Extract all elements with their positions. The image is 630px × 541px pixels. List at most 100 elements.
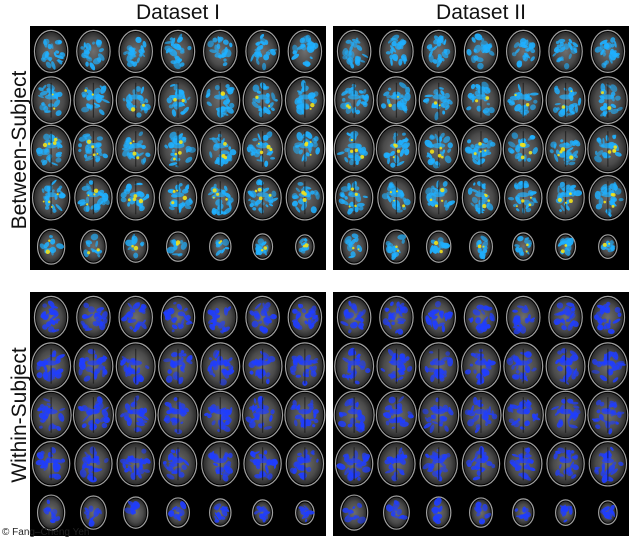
brain-slice [333, 390, 375, 440]
brain-slice [157, 390, 199, 440]
brain-slice [588, 441, 628, 487]
column-title-dataset-1: Dataset I [135, 1, 221, 24]
brain-slice [598, 500, 618, 525]
brain-slice [555, 233, 577, 260]
brain-slice [72, 390, 115, 440]
brain-slice [377, 175, 416, 221]
brain-slice-mosaic [30, 29, 326, 265]
brain-slice [544, 124, 587, 174]
brain-slice [382, 495, 410, 530]
brain-slice [502, 390, 544, 440]
brain-slice [334, 175, 374, 221]
brain-slice [287, 295, 323, 339]
brain-slice [548, 295, 583, 339]
brain-slice [158, 441, 198, 487]
brain-slice [200, 342, 241, 391]
brain-slice [30, 124, 72, 174]
brain-slice [157, 124, 199, 174]
brain-slice-mosaic [333, 29, 629, 265]
brain-slice [166, 231, 190, 262]
column-title-dataset-2: Dataset II [436, 1, 526, 24]
brain-slice [36, 228, 66, 265]
brain-slice [73, 76, 114, 125]
brain-slice [590, 29, 626, 73]
brain-slice [158, 342, 198, 391]
brain-slice [418, 124, 460, 174]
brain-slice [241, 124, 284, 174]
photo-credit: © Fang–Cheng Yeh [2, 527, 90, 538]
brain-slice [418, 390, 460, 440]
brain-slice [242, 342, 283, 391]
brain-slice [545, 76, 586, 125]
brain-slice [587, 390, 629, 440]
brain-slice [287, 29, 323, 73]
brain-slice [418, 76, 459, 125]
brain-slice [284, 342, 325, 391]
brain-slice [555, 499, 577, 526]
brain-slice [115, 342, 156, 391]
brain-slice [73, 342, 114, 391]
brain-slice [200, 76, 241, 125]
brain-slice [158, 175, 198, 221]
brain-slice [504, 175, 543, 221]
brain-slice [461, 76, 501, 125]
brain-slice [587, 342, 628, 391]
brain-slice [469, 231, 493, 262]
brain-slice [546, 175, 585, 221]
brain-slice [123, 230, 149, 263]
brain-slice [334, 76, 375, 125]
brain-slice [209, 232, 232, 261]
brain-slice [460, 390, 502, 440]
brain-slice [376, 76, 417, 125]
brain-slice [31, 342, 72, 391]
brain-slice [158, 76, 198, 125]
brain-slice [421, 295, 456, 339]
brain-slice [421, 29, 456, 73]
brain-slice [76, 29, 111, 73]
brain-slice [33, 29, 69, 73]
brain-slice [76, 295, 111, 339]
brain-slice [31, 175, 71, 221]
brain-slice [243, 175, 282, 221]
brain-slice [245, 295, 280, 339]
brain-slice [123, 496, 149, 529]
brain-slice [587, 76, 628, 125]
brain-slice [203, 29, 238, 73]
brain-slice [339, 228, 369, 265]
brain-slice [252, 499, 274, 526]
brain-slice [160, 295, 196, 339]
panel-between-dataset-1 [30, 26, 326, 270]
brain-slice [379, 295, 414, 339]
brain-slice [463, 29, 499, 73]
panel-within-dataset-2 [333, 292, 629, 536]
brain-slice [336, 295, 372, 339]
brain-slice-mosaic [333, 295, 629, 531]
brain-slice [201, 175, 240, 221]
brain-slice [115, 76, 156, 125]
panel-within-dataset-1 [30, 292, 326, 536]
brain-slice [284, 124, 326, 174]
brain-slice [598, 234, 618, 259]
brain-slice [31, 76, 72, 125]
brain-slice [201, 441, 240, 487]
brain-slice [469, 497, 493, 528]
brain-slice [375, 124, 418, 174]
brain-slice [418, 342, 459, 391]
brain-slice [118, 29, 153, 73]
brain-slice [116, 441, 155, 487]
brain-slice [36, 494, 66, 531]
brain-slice [588, 175, 628, 221]
brain-slice [79, 229, 107, 264]
brain-slice [546, 441, 585, 487]
brain-slice [503, 342, 544, 391]
brain-slice [375, 390, 418, 440]
brain-slice [461, 441, 501, 487]
brain-slice [74, 441, 113, 487]
brain-slice [199, 390, 241, 440]
brain-slice [74, 175, 113, 221]
brain-slice [72, 124, 115, 174]
brain-slice [295, 234, 315, 259]
brain-slice [33, 295, 69, 339]
brain-slice [426, 496, 452, 529]
brain-slice-mosaic [30, 295, 326, 531]
